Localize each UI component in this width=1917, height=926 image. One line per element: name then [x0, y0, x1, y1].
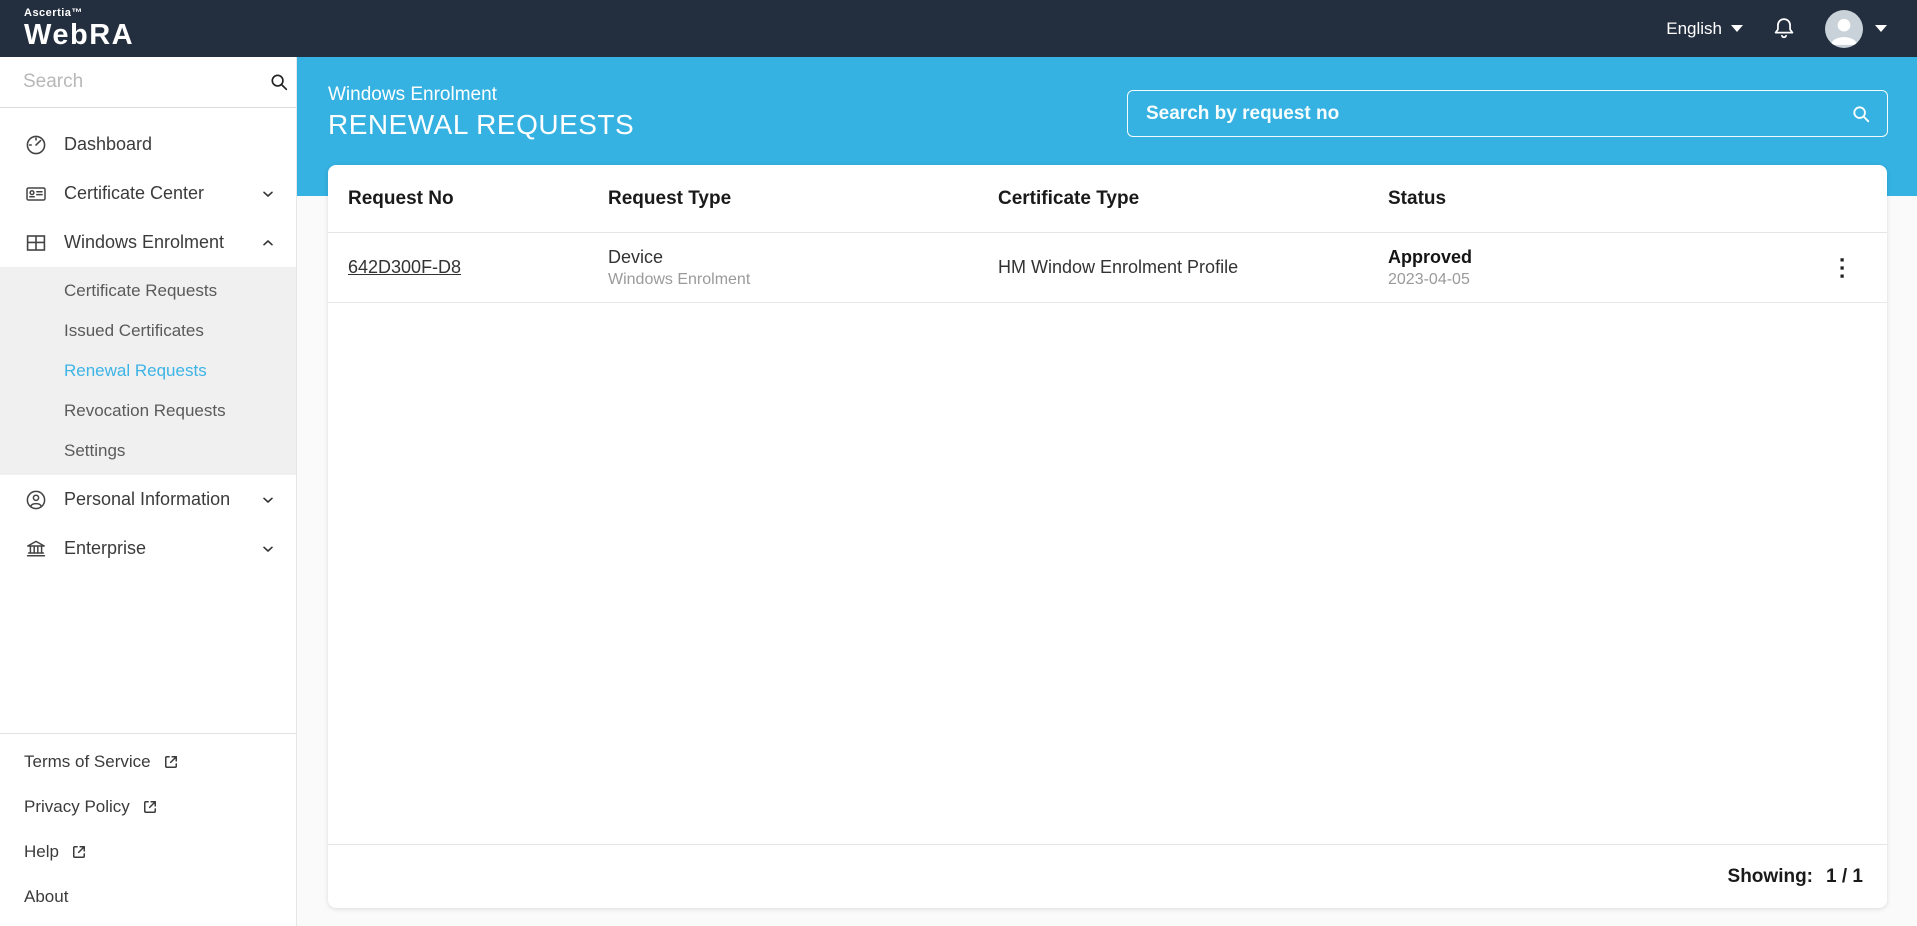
link-label: Privacy Policy — [24, 796, 130, 816]
kebab-menu-icon — [1840, 257, 1844, 278]
column-header-request-no: Request No — [348, 187, 454, 209]
showing-value: 1 / 1 — [1826, 865, 1863, 887]
bank-icon — [24, 537, 48, 561]
request-type-value: Device — [608, 246, 664, 267]
privacy-policy-link[interactable]: Privacy Policy — [0, 784, 296, 829]
brand-ascertia: Ascertia™ — [24, 6, 83, 19]
sidebar: Dashboard Certificate Center Windows Enr… — [0, 57, 297, 926]
sidebar-search — [0, 57, 296, 108]
terms-of-service-link[interactable]: Terms of Service — [0, 739, 296, 784]
showing-label: Showing: — [1727, 865, 1814, 887]
sidebar-item-label: Certificate Center — [64, 183, 205, 203]
column-header-certificate-type: Certificate Type — [998, 187, 1140, 209]
column-header-status: Status — [1388, 187, 1447, 209]
caret-down-icon — [1731, 25, 1743, 32]
row-actions-button[interactable] — [1828, 249, 1856, 287]
person-silhouette-icon — [1830, 18, 1858, 45]
search-icon[interactable] — [268, 71, 290, 93]
search-icon[interactable] — [1850, 103, 1872, 125]
sidebar-item-label: Personal Information — [64, 489, 231, 509]
link-label: Terms of Service — [24, 751, 151, 771]
sidebar-search-input[interactable] — [23, 71, 268, 93]
request-search — [1127, 90, 1888, 137]
column-header-request-type: Request Type — [608, 187, 732, 209]
external-link-icon — [70, 843, 88, 861]
external-link-icon — [141, 798, 159, 816]
dashboard-icon — [24, 133, 48, 157]
sidebar-footer: Terms of Service Privacy Policy Help — [0, 733, 296, 926]
sidebar-item-label: Windows Enrolment — [64, 232, 225, 252]
user-avatar[interactable] — [1825, 9, 1863, 48]
main-content: Windows Enrolment RENEWAL REQUESTS Reque… — [297, 57, 1917, 926]
sidebar-item-dashboard[interactable]: Dashboard — [0, 120, 296, 169]
chevron-down-icon — [260, 492, 276, 508]
sidebar-item-windows-enrolment[interactable]: Windows Enrolment — [0, 218, 296, 267]
request-type-sub: Windows Enrolment — [608, 270, 751, 288]
windows-enrolment-submenu: Certificate Requests Issued Certificates… — [0, 267, 296, 475]
request-search-input[interactable] — [1128, 91, 1887, 136]
submenu-item-revocation-requests[interactable]: Revocation Requests — [64, 401, 226, 420]
table-footer: Showing: 1 / 1 — [328, 844, 1887, 908]
chevron-down-icon — [260, 186, 276, 202]
submenu-item-issued-certificates[interactable]: Issued Certificates — [64, 321, 204, 340]
certificate-icon — [24, 182, 48, 206]
chevron-down-icon — [260, 541, 276, 557]
bell-icon — [1774, 17, 1794, 38]
user-menu[interactable] — [1825, 9, 1887, 48]
submenu-item-renewal-requests[interactable]: Renewal Requests — [64, 361, 207, 380]
sidebar-item-label: Dashboard — [64, 134, 153, 154]
windows-icon — [24, 231, 48, 255]
avatar-caret-down-icon[interactable] — [1875, 25, 1887, 32]
request-no-link[interactable]: 642D300F-D8 — [348, 257, 462, 277]
language-label: English — [1666, 18, 1722, 38]
link-label: Help — [24, 841, 59, 861]
page-title: RENEWAL REQUESTS — [328, 109, 635, 140]
language-selector[interactable]: English — [1666, 19, 1743, 39]
about-link[interactable]: About — [0, 874, 296, 919]
notifications-button[interactable] — [1770, 15, 1798, 43]
top-navbar: Ascertia™ WebRA English — [0, 0, 1917, 57]
submenu-item-settings[interactable]: Settings — [64, 441, 126, 460]
external-link-icon — [162, 753, 180, 771]
table-empty-area — [328, 303, 1887, 844]
chevron-up-icon — [260, 235, 276, 251]
certificate-type-value: HM Window Enrolment Profile — [998, 257, 1239, 277]
status-date: 2023-04-05 — [1388, 270, 1470, 288]
breadcrumb: Windows Enrolment — [328, 84, 497, 105]
sidebar-item-certificate-center[interactable]: Certificate Center — [0, 169, 296, 218]
status-value: Approved — [1388, 246, 1473, 267]
table-row[interactable]: 642D300F-D8 Device Windows Enrolment HM … — [328, 233, 1887, 303]
help-link[interactable]: Help — [0, 829, 296, 874]
person-icon — [24, 488, 48, 512]
sidebar-item-label: Enterprise — [64, 538, 147, 558]
brand-webra: WebRA — [24, 18, 135, 51]
submenu-item-certificate-requests[interactable]: Certificate Requests — [64, 281, 218, 300]
sidebar-item-personal-information[interactable]: Personal Information — [0, 475, 296, 524]
renewal-requests-card: Request No Request Type Certificate Type… — [328, 165, 1887, 908]
link-label: About — [24, 886, 69, 906]
sidebar-item-enterprise[interactable]: Enterprise — [0, 524, 296, 573]
table-header: Request No Request Type Certificate Type… — [328, 165, 1887, 233]
sidebar-nav: Dashboard Certificate Center Windows Enr… — [0, 108, 296, 573]
brand-logo[interactable]: Ascertia™ WebRA — [24, 6, 135, 51]
